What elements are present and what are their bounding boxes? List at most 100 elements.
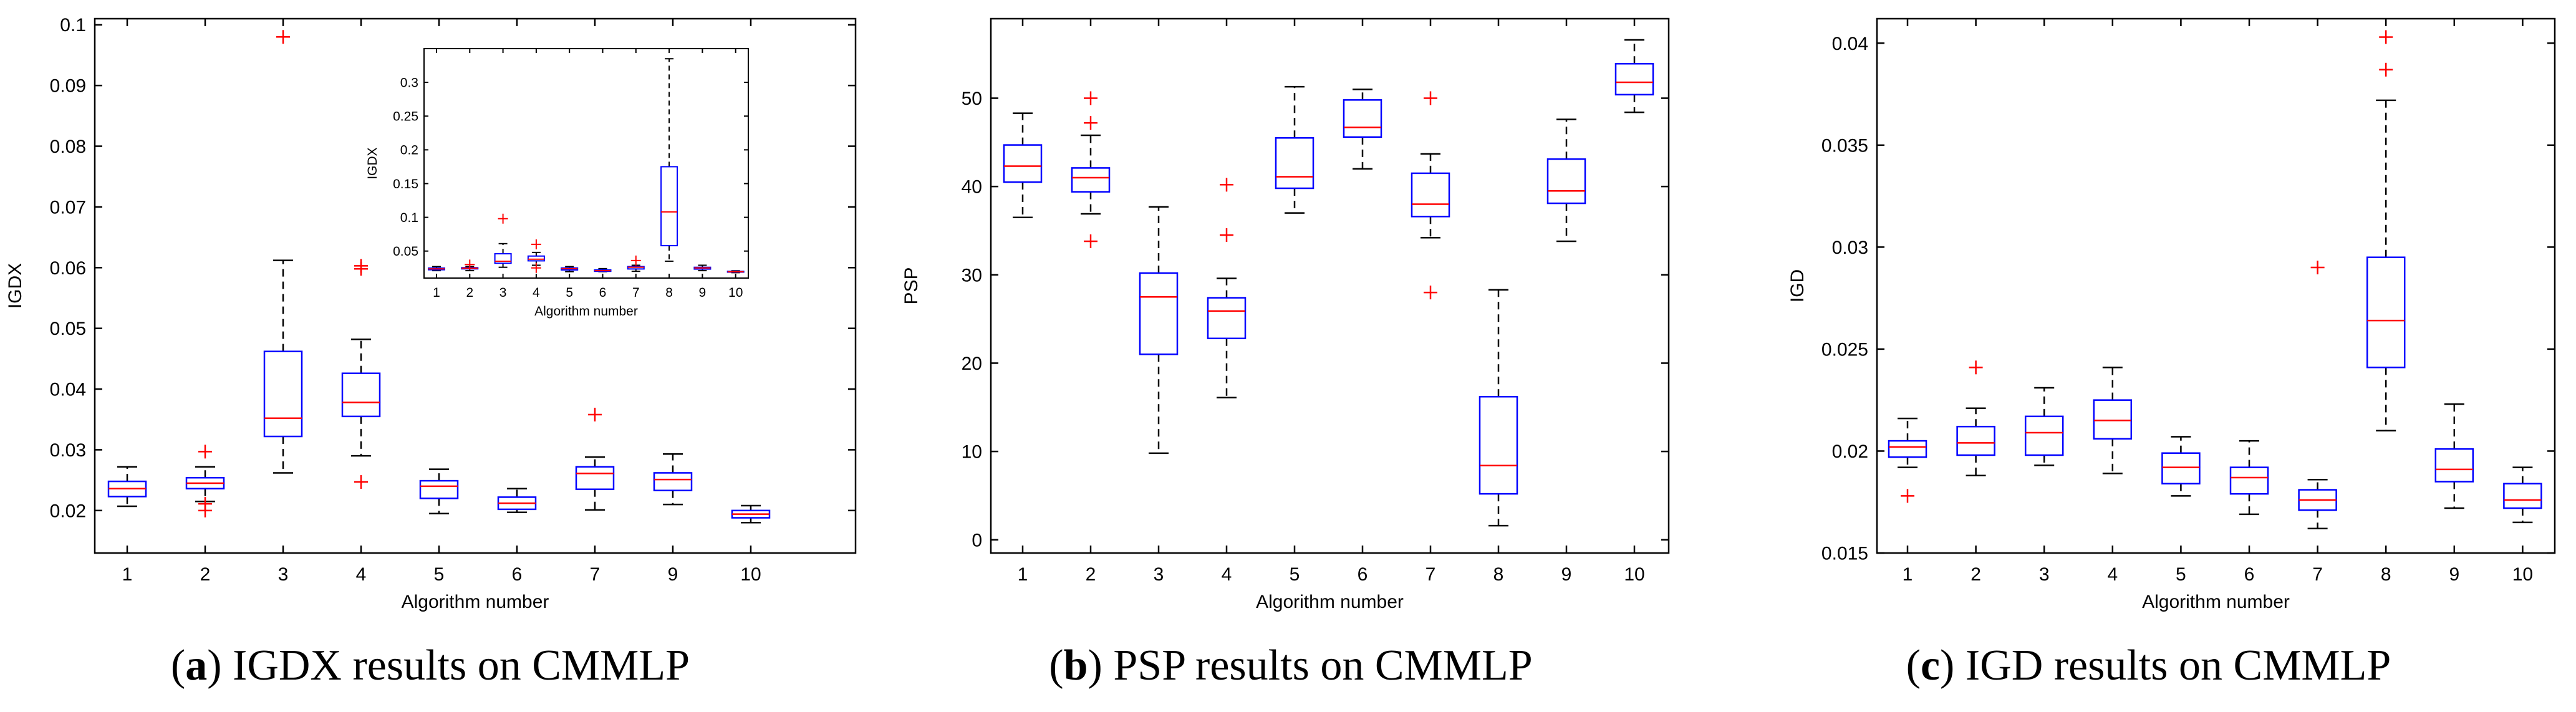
igd-xtick-label: 8	[2381, 564, 2391, 585]
igdx-inset-ytick-label: 0.05	[393, 244, 418, 259]
igdx-inset-chart: 0.05 0.1 0.15 0.2 0.25 0.3 1 2 3 4 5 6 7 8 9 10 Algorith…	[365, 48, 749, 319]
psp-ytick-label: 20	[962, 354, 982, 374]
igdx-xtick-label: 6	[512, 564, 523, 585]
igdx-inset-box-10	[726, 270, 745, 274]
outlier-marker	[498, 213, 508, 224]
igdx-xtick-label: 1	[122, 564, 133, 585]
outlier-marker	[465, 259, 475, 270]
igdx-ytick-label: 0.06	[50, 258, 86, 279]
igdx-ylabel: IGDX	[5, 263, 26, 309]
outlier-marker	[354, 262, 368, 276]
psp-box-1	[1003, 112, 1043, 218]
iqr-box	[2366, 256, 2406, 368]
psp-chart: 0 10 20 30 40 50 1 2 3 4 5 6 7 8 9 10 Algorithm number PS…	[901, 17, 1670, 612]
iqr-box	[1275, 137, 1315, 190]
igdx-inset-box-5	[561, 266, 579, 272]
psp-ytick-label: 10	[962, 442, 982, 463]
igd-box-5	[2161, 436, 2201, 497]
psp-xtick-label: 8	[1493, 564, 1504, 585]
igdx-inset-box-7	[627, 255, 645, 272]
outlier-marker	[198, 445, 212, 459]
psp-box-8	[1479, 289, 1518, 527]
iqr-box	[1003, 144, 1043, 183]
psp-xtick-label: 1	[1018, 564, 1028, 585]
psp-box-9	[1546, 118, 1586, 243]
igdx-xtick-label: 5	[434, 564, 445, 585]
igdx-inset-xtick-label: 3	[499, 286, 507, 300]
igdx-box-3	[263, 30, 303, 474]
igdx-box-7	[575, 407, 615, 511]
iqr-box	[1479, 396, 1518, 495]
psp-xtick-label: 4	[1222, 564, 1232, 585]
psp-xtick-label: 6	[1358, 564, 1368, 585]
igd-box-1	[1888, 417, 1927, 503]
psp-xtick-label: 7	[1425, 564, 1436, 585]
psp-xtick-label: 9	[1561, 564, 1572, 585]
igdx-ytick-label: 0.03	[50, 440, 86, 461]
igdx-xtick-label: 3	[278, 564, 289, 585]
iqr-box	[419, 479, 459, 499]
caption-b: (b) PSP results on CMMLP	[1049, 642, 1533, 690]
igdx-ytick-label: 0.04	[50, 380, 86, 400]
igd-xlabel: Algorithm number	[2142, 592, 2290, 612]
outlier-marker	[1084, 116, 1097, 130]
psp-xtick-label: 10	[1624, 564, 1644, 585]
caption-a: (a) IGDX results on CMMLP	[170, 642, 690, 690]
igdx-box-1	[107, 466, 147, 508]
outlier-marker	[1424, 91, 1437, 105]
igdx-box-4	[341, 259, 381, 489]
igd-xtick-label: 4	[2107, 564, 2118, 585]
outlier-marker	[198, 503, 212, 517]
igdx-ytick-label: 0.07	[50, 197, 86, 218]
psp-ytick-label: 50	[962, 89, 982, 109]
psp-xtick-label: 3	[1154, 564, 1164, 585]
psp-ytick-label: 40	[962, 177, 982, 198]
igdx-xtick-label: 10	[740, 564, 761, 585]
outlier-marker	[1084, 91, 1097, 105]
igd-xtick-label: 10	[2512, 564, 2533, 585]
iqr-box	[1411, 172, 1450, 218]
psp-box-7	[1411, 91, 1450, 300]
igdx-inset-xtick-label: 2	[466, 286, 473, 300]
igd-box-4	[2093, 367, 2133, 474]
iqr-box	[263, 350, 303, 438]
igdx-xtick-label: 9	[668, 564, 678, 585]
igdx-xtick-label: 2	[200, 564, 211, 585]
iqr-box	[1888, 440, 1927, 458]
igdx-box-2	[185, 445, 225, 517]
psp-ytick-label: 0	[972, 530, 982, 551]
caption-c: (c) IGD results on CMMLP	[1906, 642, 2391, 690]
igdx-inset-xtick-label: 6	[599, 286, 607, 300]
iqr-box	[527, 255, 545, 262]
iqr-box	[1614, 62, 1654, 96]
iqr-box	[494, 253, 512, 264]
igdx-box-5	[419, 468, 459, 514]
igdx-inset-ytick-label: 0.15	[393, 177, 418, 191]
igdx-inset-box-2	[461, 259, 479, 272]
igd-box-8	[2366, 30, 2406, 431]
outlier-marker	[531, 239, 541, 249]
igdx-inset-box-9	[693, 264, 712, 272]
igdx-inset-background	[424, 45, 748, 279]
igdx-inset-axes-frame	[423, 48, 749, 279]
igd-box-2	[1956, 360, 1995, 476]
igdx-inset-xtick-label: 9	[699, 286, 707, 300]
outlier-marker	[588, 407, 602, 421]
igdx-inset-xtick-label: 4	[533, 286, 540, 300]
igd-box-7	[2298, 261, 2337, 529]
iqr-box	[2093, 399, 2133, 440]
iqr-box	[2024, 415, 2064, 456]
igd-xtick-label: 5	[2176, 564, 2186, 585]
igd-xtick-label: 1	[1903, 564, 1913, 585]
igd-ytick-label: 0.025	[1821, 339, 1868, 360]
outlier-marker	[2379, 30, 2393, 44]
igdx-inset-ytick-label: 0.2	[400, 143, 418, 158]
igdx-ytick-label: 0.08	[50, 137, 86, 157]
igd-axes-frame	[1876, 17, 2556, 554]
outlier-marker	[1220, 228, 1233, 243]
igd-xtick-label: 7	[2312, 564, 2323, 585]
psp-box-2	[1071, 91, 1111, 248]
igdx-inset-xtick-label: 10	[728, 286, 743, 300]
iqr-box	[2161, 452, 2201, 485]
